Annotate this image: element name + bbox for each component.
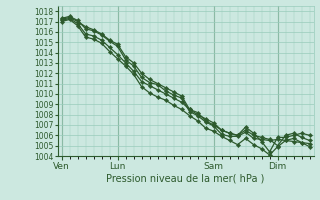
X-axis label: Pression niveau de la mer( hPa ): Pression niveau de la mer( hPa ) [107,173,265,183]
